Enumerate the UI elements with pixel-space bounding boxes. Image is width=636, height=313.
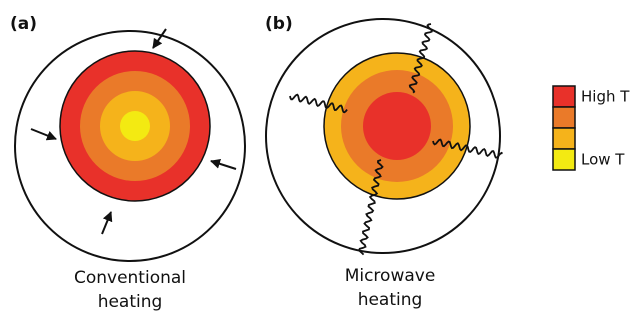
legend-low: Low T bbox=[581, 151, 625, 169]
caption: Microwave bbox=[345, 266, 436, 286]
zone-yellow bbox=[120, 111, 150, 141]
caption: heating bbox=[358, 290, 423, 310]
caption: Conventional bbox=[74, 268, 186, 288]
caption: heating bbox=[98, 292, 163, 312]
legend-scale bbox=[553, 86, 575, 170]
legend-high: High T bbox=[581, 88, 630, 106]
panel-label: (b) bbox=[265, 14, 293, 34]
zone-red bbox=[363, 92, 431, 160]
diagram: (a) Conventional heating (b) Microwave h… bbox=[0, 0, 636, 313]
panel-label: (a) bbox=[10, 14, 37, 34]
